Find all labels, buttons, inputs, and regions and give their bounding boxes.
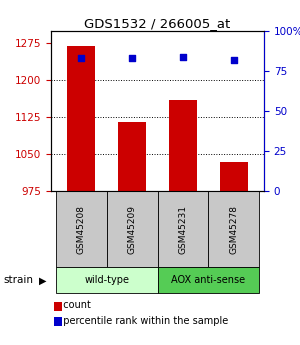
Text: GSM45278: GSM45278 — [229, 205, 238, 254]
Point — [181, 54, 185, 59]
Bar — [158, 267, 259, 293]
Bar — [56, 267, 158, 293]
Bar — [118, 122, 146, 191]
Text: count: count — [57, 300, 91, 310]
Text: ▶: ▶ — [39, 275, 46, 285]
Bar — [56, 191, 107, 267]
Point — [79, 56, 84, 61]
Text: GSM45231: GSM45231 — [178, 205, 188, 254]
Text: wild-type: wild-type — [84, 275, 129, 285]
Bar — [68, 46, 95, 191]
Text: AOX anti-sense: AOX anti-sense — [171, 275, 245, 285]
Point — [130, 56, 134, 61]
Bar — [107, 191, 158, 267]
Text: percentile rank within the sample: percentile rank within the sample — [57, 316, 228, 326]
Text: GSM45209: GSM45209 — [128, 205, 136, 254]
Text: GSM45208: GSM45208 — [77, 205, 86, 254]
Bar — [169, 100, 197, 191]
Bar — [208, 191, 259, 267]
Bar — [220, 162, 248, 191]
Bar — [158, 191, 208, 267]
Text: strain: strain — [3, 275, 33, 285]
Title: GDS1532 / 266005_at: GDS1532 / 266005_at — [84, 17, 231, 30]
Point — [231, 57, 236, 63]
